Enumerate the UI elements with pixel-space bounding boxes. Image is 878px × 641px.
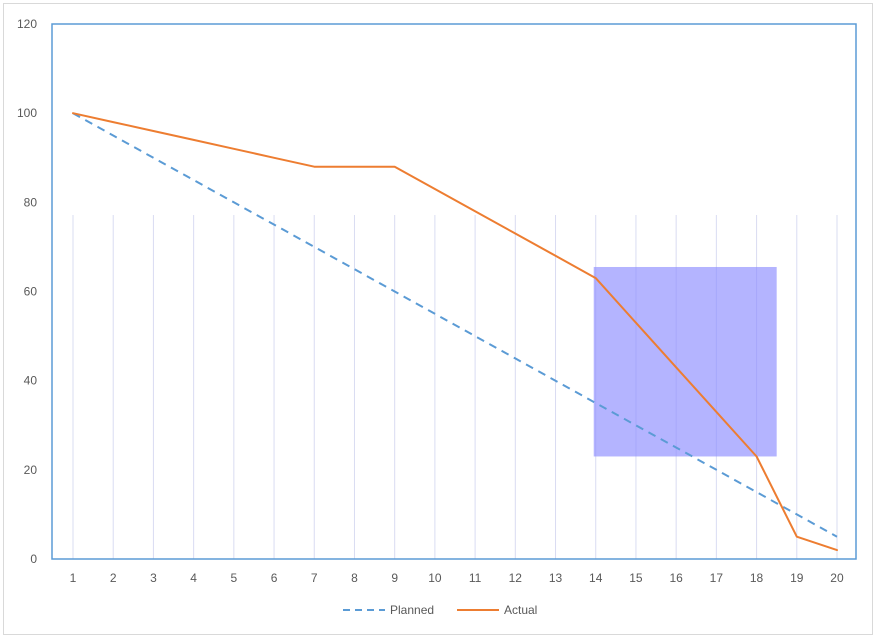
x-axis-ticks: 1 2 3 4 5 6 7 8 9 10 11 12 13 14 15 16 17 18 19 20 [70,571,844,585]
x-tick-label: 12 [509,571,523,585]
x-tick-label: 13 [549,571,563,585]
y-tick-label: 40 [24,374,38,388]
x-tick-label: 18 [750,571,764,585]
x-tick-label: 2 [110,571,117,585]
x-tick-label: 3 [150,571,157,585]
x-tick-label: 11 [469,571,482,585]
x-tick-label: 6 [271,571,278,585]
legend-label-actual: Actual [504,603,537,617]
x-tick-label: 17 [710,571,724,585]
y-tick-label: 0 [30,552,37,566]
y-tick-label: 80 [24,195,38,209]
x-tick-label: 9 [391,571,398,585]
x-tick-label: 14 [589,571,603,585]
legend-label-planned: Planned [390,603,434,617]
x-tick-label: 10 [428,571,442,585]
y-tick-label: 20 [24,463,38,477]
highlight-region [593,266,777,457]
x-tick-label: 19 [790,571,804,585]
x-tick-label: 1 [70,571,77,585]
x-tick-label: 4 [190,571,197,585]
x-tick-label: 20 [830,571,844,585]
series-lines [72,112,838,552]
y-tick-label: 60 [24,285,38,299]
y-tick-label: 100 [17,106,37,120]
legend: Planned Actual [343,603,537,617]
series-line-planned [72,112,838,538]
x-tick-label: 15 [629,571,643,585]
x-tick-label: 16 [669,571,683,585]
y-tick-label: 120 [17,17,37,31]
plot-area-border [51,23,857,560]
x-tick-label: 5 [230,571,237,585]
y-axis-ticks: 0 20 40 60 80 100 120 [17,17,37,566]
series-line-actual [72,112,838,552]
x-tick-label: 8 [351,571,358,585]
x-tick-label: 7 [311,571,318,585]
